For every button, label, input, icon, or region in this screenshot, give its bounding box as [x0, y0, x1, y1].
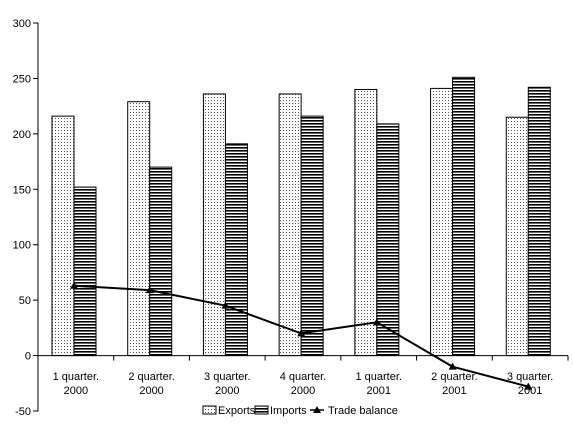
trade-balance-point [372, 318, 381, 326]
x-tick-label: 2001 [518, 385, 542, 397]
x-tick-label: 2 quarter. [431, 371, 477, 383]
trade-balance-point [524, 382, 533, 390]
imports-bar [452, 76, 476, 357]
y-tick-label: 100 [13, 240, 31, 252]
x-tick-label: 2001 [442, 385, 466, 397]
y-tick-label: 250 [13, 73, 31, 85]
imports-bar [73, 186, 97, 357]
exports-bar [354, 89, 378, 357]
y-tick-label: 300 [13, 18, 31, 30]
exports-bar [278, 93, 302, 357]
exports-legend-label: Exports [218, 405, 256, 417]
y-tick-label: -50 [15, 406, 31, 418]
trade-balance-point [448, 362, 457, 370]
trade-balance-legend-label: Trade balance [328, 405, 398, 417]
y-tick-label: 150 [13, 184, 31, 196]
trade-balance-point [297, 329, 306, 337]
x-tick-label: 2000 [215, 385, 239, 397]
x-tick-label: 2001 [366, 385, 390, 397]
x-axis [38, 355, 569, 361]
trade-balance-point [221, 301, 230, 309]
x-tick-label: 2000 [291, 385, 315, 397]
x-tick-label: 1 quarter. [53, 371, 99, 383]
trade-balance-point [70, 281, 78, 289]
exports-bar [51, 115, 75, 357]
y-tick-label: 50 [19, 295, 31, 307]
trade-balance-point [145, 286, 154, 294]
x-tick-label: 3 quarter. [507, 371, 553, 383]
exports-bar [127, 101, 151, 357]
exports-bar [202, 93, 226, 357]
x-tick-label: 1 quarter. [355, 371, 401, 383]
imports-bar [300, 115, 324, 357]
x-tick-label: 4 quarter. [280, 371, 326, 383]
trade-balance-legend-marker [313, 406, 321, 413]
exports-bar [505, 116, 529, 357]
exports-bar [430, 87, 454, 357]
imports-bar [224, 143, 248, 357]
trade-balance-line [70, 281, 533, 390]
y-axis: -50 0 50 100 150 200 250 300 [13, 18, 39, 418]
imports-bar [149, 166, 173, 357]
imports-legend-label: Imports [270, 405, 307, 417]
bars [51, 76, 551, 357]
exports-legend-swatch [202, 405, 217, 415]
x-tick-label: 2000 [139, 385, 163, 397]
legend: Exports Imports Trade balance [202, 405, 398, 417]
imports-bar [527, 86, 551, 357]
x-tick-label: 3 quarter. [204, 371, 250, 383]
y-tick-label: 0 [25, 351, 31, 363]
x-tick-label: 2000 [64, 385, 88, 397]
y-tick-label: 200 [13, 129, 31, 141]
x-tick-labels: 1 quarter. 2000 2 quarter. 2000 3 quarter. 20… [53, 371, 554, 397]
imports-legend-swatch [254, 405, 269, 415]
imports-bar [376, 123, 400, 357]
x-tick-label: 2 quarter. [128, 371, 174, 383]
